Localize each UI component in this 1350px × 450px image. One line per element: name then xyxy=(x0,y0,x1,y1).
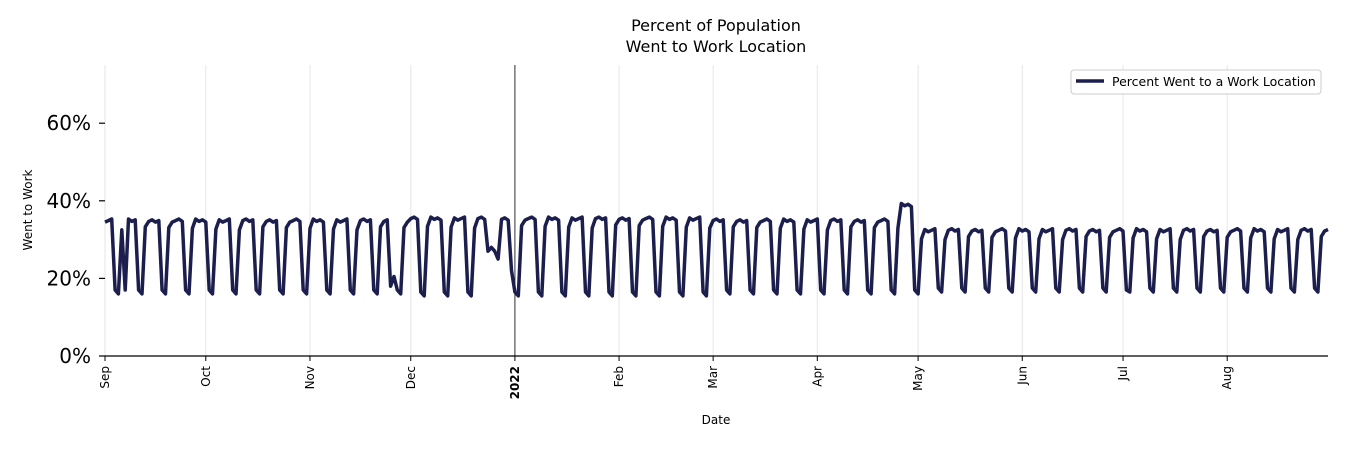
x-tick-label-mar: Mar xyxy=(706,366,720,389)
legend: Percent Went to a Work Location xyxy=(1070,69,1322,95)
x-tick-label-oct: Oct xyxy=(199,366,213,387)
x-axis-label: Date xyxy=(702,413,731,427)
x-tick-label-nov: Nov xyxy=(303,366,317,389)
chart-title-line1: Percent of Population xyxy=(631,16,801,35)
y-tick-label: 20% xyxy=(47,266,91,290)
x-tick-label-2022: 2022 xyxy=(508,366,522,399)
x-tick-label-aug: Aug xyxy=(1220,366,1234,389)
x-tick-label-jun: Jun xyxy=(1015,366,1029,386)
y-axis-label: Went to Work xyxy=(21,169,35,250)
chart-title-line2: Went to Work Location xyxy=(626,37,807,56)
x-axis: Sep Oct Nov Dec 2022 Feb Mar Apr May Jun Jul Aug xyxy=(98,355,1328,399)
x-tick-label-jul: Jul xyxy=(1116,366,1130,381)
x-tick-label-apr: Apr xyxy=(810,366,824,387)
x-tick-label-dec: Dec xyxy=(404,366,418,389)
gridlines xyxy=(104,65,1228,356)
y-tick-label: 40% xyxy=(47,189,91,213)
y-tick-label: 0% xyxy=(59,344,91,368)
y-axis: 0% 20% 40% 60% xyxy=(47,111,105,368)
x-tick-label-feb: Feb xyxy=(612,366,626,387)
x-tick-label-sep: Sep xyxy=(98,366,112,389)
x-tick-label-may: May xyxy=(911,366,925,391)
legend-box xyxy=(1070,69,1322,95)
series-line-percent-went-to-work xyxy=(104,201,1329,298)
legend-label: Percent Went to a Work Location xyxy=(1112,74,1316,89)
y-tick-label: 60% xyxy=(47,111,91,135)
